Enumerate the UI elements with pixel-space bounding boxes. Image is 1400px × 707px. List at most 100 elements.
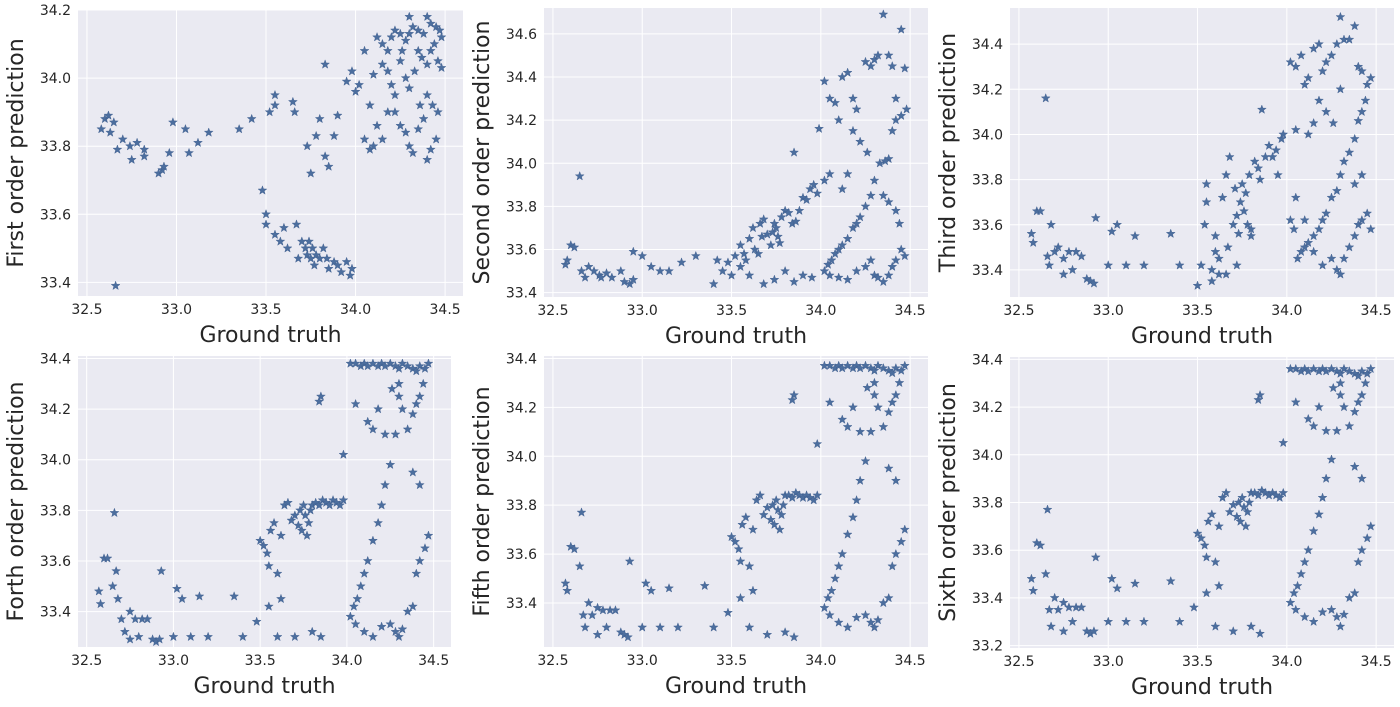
data-point [869, 365, 880, 375]
data-point [624, 556, 635, 566]
data-point [261, 209, 271, 219]
data-point [362, 416, 373, 426]
data-point [812, 438, 823, 449]
y-tick-label: 33.8 [972, 496, 1003, 512]
data-point [1331, 185, 1342, 196]
data-point [735, 592, 746, 603]
data-point [1196, 260, 1207, 270]
data-point [824, 360, 835, 370]
data-point [583, 261, 594, 272]
data-point [587, 610, 598, 620]
data-point [1356, 545, 1367, 555]
x-tick-label: 34.5 [1361, 303, 1392, 319]
data-point [887, 561, 898, 571]
data-point [869, 54, 880, 64]
data-point [1331, 264, 1342, 275]
data-point [350, 86, 361, 96]
data-point [699, 580, 710, 591]
data-point [762, 629, 773, 639]
data-point [390, 25, 400, 35]
data-point [1308, 117, 1319, 128]
data-point [655, 622, 666, 632]
data-point [1201, 587, 1212, 598]
data-point [1356, 169, 1367, 180]
data-point [1221, 487, 1232, 498]
data-point [368, 69, 379, 79]
data-point [1308, 525, 1319, 536]
data-point [1317, 492, 1328, 502]
data-point [289, 106, 300, 117]
data-point [359, 45, 370, 56]
data-point [270, 89, 280, 100]
x-tick-label: 34.5 [895, 303, 926, 319]
y-tick-label: 33.8 [40, 139, 71, 155]
data-point [1314, 38, 1324, 49]
data-point [156, 565, 167, 576]
data-point [824, 270, 835, 280]
data-point [108, 117, 119, 127]
data-point [1335, 269, 1346, 279]
data-point [896, 244, 907, 254]
data-point [887, 367, 898, 378]
data-point [569, 543, 580, 554]
x-tick-label: 33.0 [627, 653, 658, 669]
data-point [307, 243, 318, 253]
data-point [726, 270, 737, 280]
data-point [1076, 602, 1087, 612]
data-point [1360, 378, 1371, 388]
y-tick-label: 34.2 [972, 400, 1003, 416]
data-point [420, 363, 430, 373]
data-point [1339, 253, 1349, 263]
data-point [95, 598, 106, 609]
data-point [107, 581, 118, 591]
data-point [842, 421, 853, 432]
data-point [1360, 95, 1371, 105]
data-point [717, 265, 728, 276]
data-point [402, 360, 413, 371]
data-point [883, 270, 894, 280]
y-tick-label: 34.0 [506, 156, 537, 172]
data-point [1353, 370, 1364, 381]
data-point [385, 358, 396, 368]
data-point [837, 414, 848, 424]
x-tick-label: 34.0 [805, 303, 836, 319]
data-point [263, 560, 274, 571]
data-point [347, 66, 357, 76]
data-point [733, 543, 744, 554]
data-point [1256, 104, 1267, 114]
data-point [1299, 611, 1310, 622]
data-point [420, 543, 430, 553]
x-tick-label: 33.5 [716, 303, 747, 319]
data-point [1335, 11, 1346, 22]
data-point [425, 144, 436, 154]
data-point [739, 248, 749, 259]
data-point [878, 9, 889, 19]
data-point [1278, 129, 1289, 139]
data-point [789, 632, 799, 642]
data-point [416, 52, 427, 62]
data-point [1210, 556, 1221, 567]
data-point [1201, 178, 1212, 189]
data-point [1339, 363, 1349, 374]
data-point [1353, 219, 1364, 229]
data-point [826, 255, 837, 265]
data-point [377, 38, 388, 49]
data-point [418, 28, 429, 39]
data-point [117, 134, 128, 144]
data-point [865, 61, 876, 71]
data-point [1228, 626, 1239, 636]
data-point [862, 382, 873, 392]
data-point [407, 21, 418, 32]
data-point [1321, 208, 1332, 218]
data-point [771, 222, 782, 233]
data-point [758, 278, 769, 289]
data-point [1221, 169, 1232, 180]
data-point [826, 585, 837, 595]
data-point [415, 100, 425, 110]
data-point [805, 183, 816, 194]
data-point [1067, 264, 1078, 275]
data-point [758, 214, 769, 224]
data-point [109, 507, 120, 518]
x-tick-label: 34.0 [340, 302, 371, 318]
data-point [842, 274, 853, 284]
